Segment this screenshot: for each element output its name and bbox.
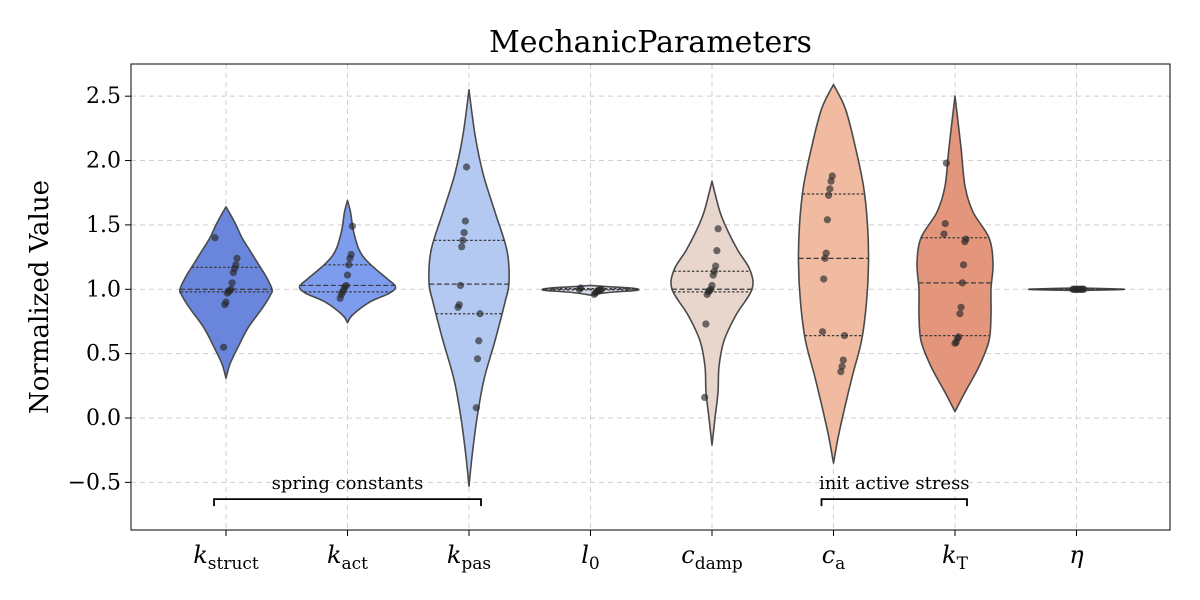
data-point <box>1069 285 1077 293</box>
data-point <box>229 268 237 277</box>
data-point <box>456 281 465 290</box>
violin-cdamp <box>670 180 754 446</box>
data-point <box>942 159 951 167</box>
y-tick-label: 1.5 <box>86 213 121 238</box>
data-point <box>459 236 467 244</box>
data-point <box>590 290 598 299</box>
data-point <box>951 339 959 347</box>
violin-kpas <box>428 88 510 488</box>
annotation-label: spring constants <box>272 473 424 494</box>
data-point <box>825 191 833 199</box>
x-tick-label: l0 <box>581 541 600 574</box>
data-point <box>575 285 584 293</box>
data-point <box>475 337 483 345</box>
data-point <box>961 238 969 246</box>
violin-layer <box>178 83 1126 488</box>
data-point <box>454 303 462 311</box>
data-point <box>959 261 968 269</box>
violin-kT <box>916 95 994 413</box>
data-point <box>473 355 482 363</box>
data-point <box>821 254 829 262</box>
chart-title: MechanicParameters <box>489 25 812 60</box>
data-point <box>228 279 236 287</box>
data-point <box>702 320 710 328</box>
data-point <box>476 310 484 318</box>
data-point <box>233 254 241 262</box>
data-point <box>827 177 835 185</box>
data-point <box>346 254 354 262</box>
data-point <box>958 279 966 287</box>
y-tick-label: −0.5 <box>68 470 121 495</box>
data-point <box>336 294 344 302</box>
x-axis: kstruct kact kpas l0 cdamp ca kT η <box>193 530 1084 574</box>
x-tick-label: ca <box>822 541 846 574</box>
data-point <box>820 275 828 283</box>
annotation-label: init active stress <box>819 473 970 494</box>
data-point <box>472 404 480 412</box>
y-tick-label: 2.0 <box>86 149 121 174</box>
data-point <box>343 271 352 279</box>
y-axis: −0.5 0.0 0.5 1.0 1.5 2.0 2.5 <box>68 84 131 495</box>
x-tick-label: η <box>1069 541 1084 569</box>
data-point <box>714 225 722 233</box>
data-point <box>703 290 711 299</box>
data-point <box>940 230 948 238</box>
plot-frame <box>130 63 1171 531</box>
data-point <box>837 368 845 376</box>
point-layer <box>211 159 1088 412</box>
annotations: spring constants init active stress <box>213 473 970 507</box>
data-point <box>818 328 827 336</box>
data-point <box>345 261 353 269</box>
data-point <box>221 301 229 309</box>
data-point <box>941 220 949 228</box>
data-point <box>956 310 964 318</box>
data-point <box>957 303 965 311</box>
annotation-bracket <box>820 498 968 507</box>
data-point <box>462 163 471 171</box>
data-point <box>839 356 847 364</box>
y-tick-label: 0.5 <box>86 342 121 367</box>
y-tick-label: 0.0 <box>86 406 121 431</box>
x-tick-label: kact <box>327 541 368 574</box>
data-point <box>458 243 466 251</box>
data-point <box>709 271 717 279</box>
data-point <box>223 289 231 297</box>
data-point <box>219 343 228 351</box>
data-point <box>840 332 849 340</box>
violin-ca <box>797 83 870 464</box>
x-tick-label: kT <box>942 541 969 574</box>
y-tick-label: 1.0 <box>86 277 121 302</box>
y-tick-label: 2.5 <box>86 84 121 109</box>
data-point <box>211 234 219 242</box>
data-point <box>713 247 721 255</box>
data-point <box>461 217 469 225</box>
data-point <box>826 185 834 193</box>
x-tick-label: kstruct <box>193 541 259 574</box>
annotation-bracket <box>213 498 482 507</box>
data-point <box>460 229 468 237</box>
data-point <box>701 393 709 402</box>
x-tick-label: cdamp <box>681 541 743 574</box>
data-point <box>823 216 831 224</box>
y-axis-label: Normalized Value <box>25 180 55 414</box>
x-tick-label: kpas <box>447 541 491 574</box>
data-point <box>348 222 356 230</box>
